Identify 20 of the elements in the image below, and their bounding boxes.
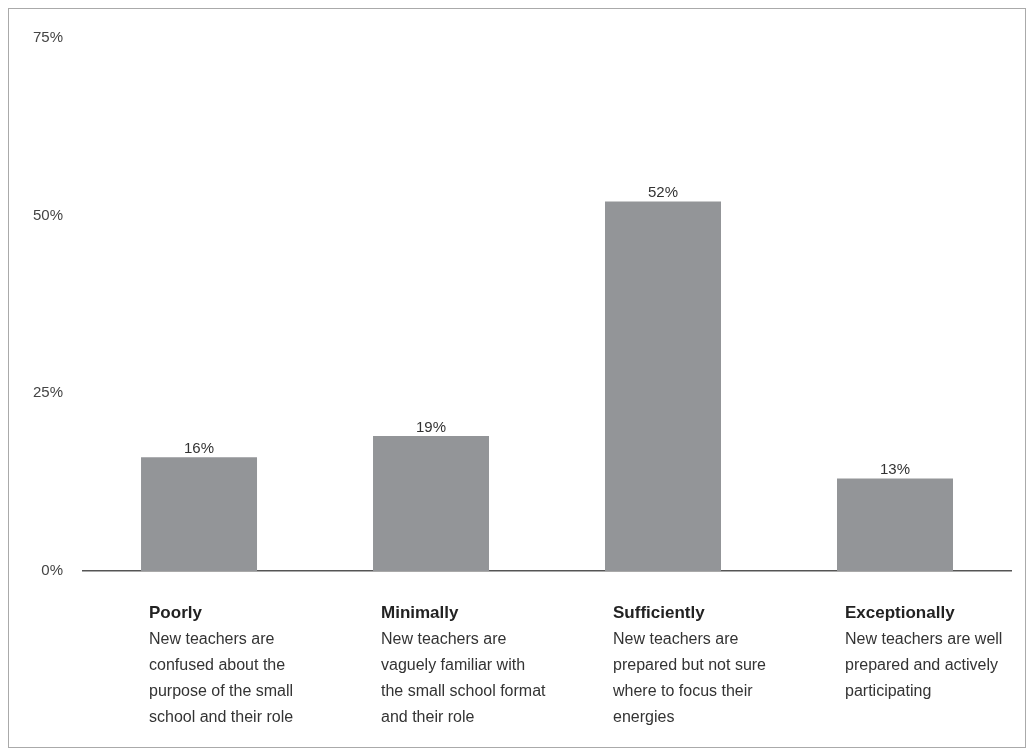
- text: New teachers are confused about the purpose of the small school and their role: [149, 630, 294, 725]
- x-tick-label: Exceptionally: [845, 603, 956, 622]
- y-tick-label: 0%: [41, 561, 64, 579]
- bar: [141, 457, 258, 571]
- bar: [373, 435, 490, 571]
- bar: [605, 201, 722, 571]
- data-label: 13%: [879, 460, 911, 478]
- y-tick-label: 50%: [32, 205, 64, 223]
- x-tick-label: Minimally: [381, 603, 460, 622]
- data-label: 19%: [416, 417, 447, 435]
- x-tick-label: Sufficiently: [613, 603, 706, 622]
- data-label: 52%: [647, 183, 679, 201]
- data-label: 16%: [184, 438, 215, 456]
- y-tick-label: 25%: [32, 383, 64, 401]
- text: New teachers are well prepared and actively participating: [845, 630, 1003, 699]
- text: New teachers are prepared but not sure where to focus their energies: [612, 630, 767, 725]
- bar: [837, 478, 953, 571]
- x-tick-label: Poorly: [149, 603, 203, 622]
- text: New teachers are vaguely familiar with the small school format and their role: [381, 630, 547, 725]
- y-tick-label: 75%: [32, 28, 64, 46]
